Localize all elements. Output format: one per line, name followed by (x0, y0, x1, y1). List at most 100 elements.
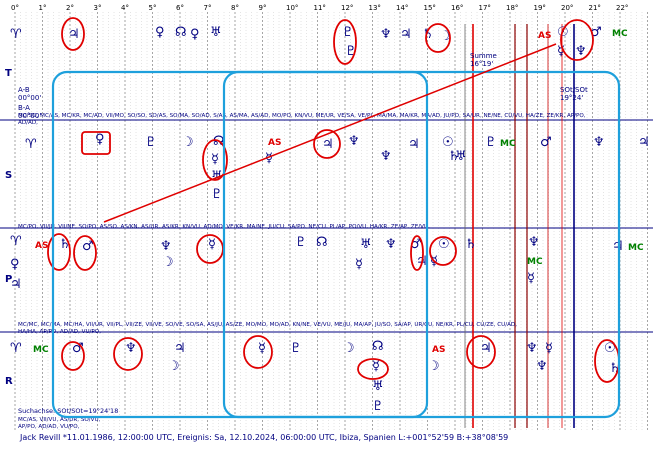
pluto-glyph: ♇ (290, 341, 302, 356)
summe-value: 16°19' (470, 60, 493, 68)
highlight-circle (410, 235, 424, 271)
degree-label: 9° (259, 4, 267, 12)
pluto-glyph: ♇ (145, 135, 157, 150)
neptune-glyph: ♆ (528, 235, 540, 250)
degree-label: 19° (534, 4, 546, 12)
highlight-circle (313, 129, 341, 159)
b-a-value: 00°00' (18, 112, 41, 120)
uranus-glyph: ♅ (360, 237, 372, 252)
row-separators: T S P R (0, 68, 653, 387)
as-glyph: AS (35, 241, 48, 251)
uranus-glyph: ♅ (372, 379, 384, 394)
degree-label: 4° (121, 4, 129, 12)
degree-label: 8° (231, 4, 239, 12)
highlight-circle (243, 335, 273, 369)
mars-glyph: ♂ (590, 25, 602, 40)
mercury-glyph: ☿ (208, 237, 216, 252)
b-a-label: B-A (18, 104, 30, 112)
mercury-glyph: ☿ (372, 359, 380, 374)
degree-label: 13° (369, 4, 381, 12)
mc-glyph: MC (33, 345, 49, 355)
strip-text: AD/AD, (18, 120, 38, 126)
uranus-glyph: ♅ (210, 25, 222, 40)
venus-glyph: ♀ (190, 27, 200, 42)
degree-label: 18° (506, 4, 518, 12)
degree-label: 10° (286, 4, 298, 12)
mars-glyph: ♂ (72, 341, 84, 356)
sun-glyph: ☉ (438, 237, 450, 252)
row-letter: S (5, 170, 12, 181)
moon-glyph: ☽ (162, 255, 174, 270)
degree-label: 15° (424, 4, 436, 12)
highlight-circle (357, 358, 389, 380)
aries-glyph: ♈ (25, 137, 37, 152)
node-glyph: ☊ (372, 339, 384, 354)
saturn-glyph: ♄ (422, 27, 434, 42)
jupiter-glyph: ♃ (638, 135, 650, 150)
highlight-circle (61, 341, 85, 371)
sun-glyph: ☉ (442, 135, 454, 150)
jupiter-glyph: ♃ (408, 137, 420, 152)
highlight-circle (61, 17, 85, 51)
strip-text: MC/SO, MC/AS, MC/KR, MC/AD, VII/MO, SO/S… (18, 113, 586, 119)
pluto-glyph: ♇ (211, 187, 223, 202)
highlight-circle (73, 235, 97, 271)
degree-scale: 0° 1° 2° 3° 4° 5° 6° 7° 8° 9° 10° 11° 12° 13° 14° 15° 16… (11, 4, 628, 12)
degree-label: 17° (479, 4, 491, 12)
jupiter-glyph: ♃ (322, 137, 334, 152)
degree-label: 22° (616, 4, 628, 12)
a-b-label: A-B (18, 86, 30, 94)
neptune-glyph: ♆ (385, 237, 397, 252)
highlight-circle (202, 139, 228, 181)
saturn-glyph: ♄ (609, 361, 621, 376)
text-strips: MC/SO, MC/AS, MC/KR, MC/AD, VII/MO, SO/S… (18, 113, 586, 430)
mercury-glyph: ☿ (258, 341, 266, 356)
suchachse-text: Suchachse: SOt/SOt=19°24'18 (18, 407, 118, 415)
pluto-glyph: ♇ (372, 399, 384, 414)
uranus-glyph: ♅ (455, 149, 467, 164)
highlight-circle (47, 233, 71, 271)
footer-info: Jack Revill *11.01.1986, 12:00:00 UTC, E… (20, 433, 509, 442)
highlight-circle (466, 335, 496, 369)
node-glyph: ☊ (316, 235, 328, 250)
highlight-circle (425, 23, 451, 53)
pluto-glyph: ♇ (295, 235, 307, 250)
planet-glyphs: ♈ ♃ ♀ ☊ ♅ ♀ ♇ ♇ ♆ ♃ ☽ ♄ AS ☉ ♂ MC ☿ ♆ ♈ ♀ ♇ ☽ ☊ ☿ ♅ ♇ AS ☿ ♃ ♆ ♆ ♃ ☉ ♄ ♇ MC… (10, 25, 650, 414)
degree-label: 11° (314, 4, 326, 12)
neptune-glyph: ♆ (526, 341, 538, 356)
aries-glyph: ♈ (10, 27, 22, 42)
neptune-glyph: ♆ (575, 44, 587, 59)
jupiter-glyph: ♃ (400, 27, 412, 42)
aries-glyph: ♈ (10, 341, 22, 356)
row-letter: P (5, 274, 12, 285)
venus-glyph: ♀ (10, 257, 20, 272)
aries-glyph: ♈ (10, 234, 22, 249)
mc-glyph: MC (527, 257, 543, 267)
neptune-glyph: ♆ (593, 135, 605, 150)
degree-label: 0° (11, 4, 19, 12)
highlight-circle (113, 337, 143, 371)
neptune-glyph: ♆ (380, 27, 392, 42)
region-box (222, 70, 621, 419)
as-glyph: AS (268, 138, 281, 148)
highlight-circle (429, 236, 457, 266)
degree-label: 20° (561, 4, 573, 12)
saturn-glyph: ♄ (465, 237, 477, 252)
as-glyph: AS (432, 345, 445, 355)
neptune-glyph: ♆ (160, 239, 172, 254)
mc-glyph: MC (500, 139, 516, 149)
degree-grid (14, 12, 648, 430)
degree-label: 16° (451, 4, 463, 12)
jupiter-glyph: ♃ (10, 277, 22, 292)
highlight-circle (560, 19, 594, 61)
venus-glyph: ♀ (95, 132, 105, 147)
degree-label: 21° (589, 4, 601, 12)
sum-axis-line (103, 43, 557, 223)
venus-glyph: ♀ (155, 25, 165, 40)
moon-glyph: ☽ (343, 341, 355, 356)
annotations: A-B00°00'B-A00°00'Summe16°19'SOt/SOt19°2… (18, 17, 621, 419)
mercury-glyph: ☿ (557, 44, 565, 59)
strip-text: MC/AS, VII/VU, AS/UR, SO/VU, (18, 417, 101, 423)
degree-label: 3° (94, 4, 102, 12)
